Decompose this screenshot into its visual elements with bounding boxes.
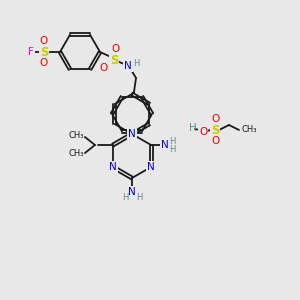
Text: O: O bbox=[199, 127, 207, 137]
Text: S: S bbox=[110, 53, 118, 67]
Text: H: H bbox=[189, 123, 197, 133]
Text: O: O bbox=[211, 114, 219, 124]
Text: CH₃: CH₃ bbox=[242, 125, 257, 134]
Text: CH₃: CH₃ bbox=[68, 149, 84, 158]
Text: N: N bbox=[109, 162, 117, 172]
Text: H: H bbox=[169, 145, 175, 154]
Text: O: O bbox=[211, 136, 219, 146]
Text: O: O bbox=[40, 58, 48, 68]
Text: H: H bbox=[133, 58, 139, 68]
Text: N: N bbox=[161, 140, 169, 150]
Text: H: H bbox=[122, 193, 128, 202]
Text: S: S bbox=[40, 46, 48, 59]
Text: H: H bbox=[169, 136, 175, 146]
Text: S: S bbox=[211, 124, 219, 136]
Text: H: H bbox=[136, 193, 142, 202]
Text: N: N bbox=[147, 162, 155, 172]
Text: F: F bbox=[28, 47, 34, 57]
Text: N: N bbox=[128, 129, 136, 139]
Text: O: O bbox=[111, 44, 119, 54]
Text: N: N bbox=[128, 187, 136, 197]
Text: O: O bbox=[40, 36, 48, 46]
Text: CH₃: CH₃ bbox=[68, 131, 84, 140]
Text: O: O bbox=[100, 63, 108, 73]
Text: N: N bbox=[124, 61, 132, 71]
